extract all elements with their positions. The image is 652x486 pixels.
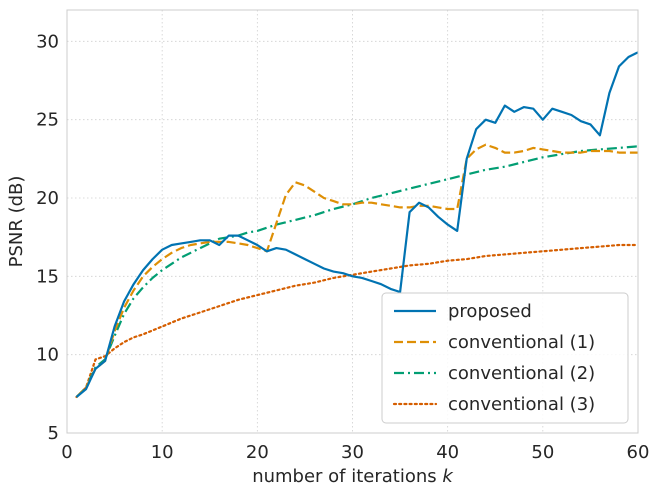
- series-line-4: [75, 243, 640, 399]
- legend: proposed conventional (1) conventional (2)…: [381, 292, 629, 424]
- x-tick-label: 30: [341, 442, 364, 463]
- y-tick-label: 30: [36, 31, 59, 52]
- legend-label-2: conventional (1): [448, 332, 595, 353]
- x-tick-label: 60: [627, 442, 650, 463]
- x-axis-label-variable: k: [442, 466, 454, 486]
- x-tick-label: 20: [246, 442, 269, 463]
- series-line-1: [75, 51, 639, 398]
- x-tick-label: 10: [151, 442, 174, 463]
- x-axis-label: number of iterations k: [252, 466, 454, 486]
- y-tick-label: 25: [36, 110, 59, 131]
- legend-box: [381, 292, 629, 424]
- x-tick-label: 40: [436, 442, 459, 463]
- y-tick-label: 15: [36, 266, 59, 287]
- plot-frame: [66, 9, 639, 434]
- y-tick-label: 5: [48, 423, 59, 444]
- y-axis-label: PSNR (dB): [6, 176, 27, 268]
- legend-label-1: proposed: [448, 301, 532, 322]
- x-axis-label-text: number of iterations: [252, 466, 442, 486]
- y-tick-label: 20: [36, 188, 59, 209]
- legend-label-4: conventional (3): [448, 394, 595, 415]
- tick-labels: 0 10 20 30 40 50 60 5 10 15 20 25 30: [36, 31, 649, 463]
- x-tick-label: 0: [61, 442, 72, 463]
- legend-label-3: conventional (2): [448, 363, 595, 384]
- y-tick-label: 10: [36, 345, 59, 366]
- series-line-3: [75, 145, 639, 398]
- x-tick-label: 50: [531, 442, 554, 463]
- series-line-2: [75, 143, 638, 398]
- series-lines: [75, 51, 640, 399]
